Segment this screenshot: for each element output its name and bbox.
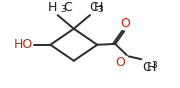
- Text: C: C: [64, 1, 72, 14]
- Text: H: H: [94, 1, 103, 14]
- Text: C: C: [143, 61, 152, 74]
- Text: H: H: [47, 1, 57, 14]
- Text: 3: 3: [60, 5, 66, 15]
- Text: O: O: [120, 17, 130, 30]
- Text: 3: 3: [98, 5, 104, 15]
- Text: H: H: [147, 61, 156, 74]
- Text: O: O: [115, 56, 125, 69]
- Text: 3: 3: [151, 61, 157, 70]
- Text: C: C: [89, 1, 98, 14]
- Text: HO: HO: [14, 38, 33, 51]
